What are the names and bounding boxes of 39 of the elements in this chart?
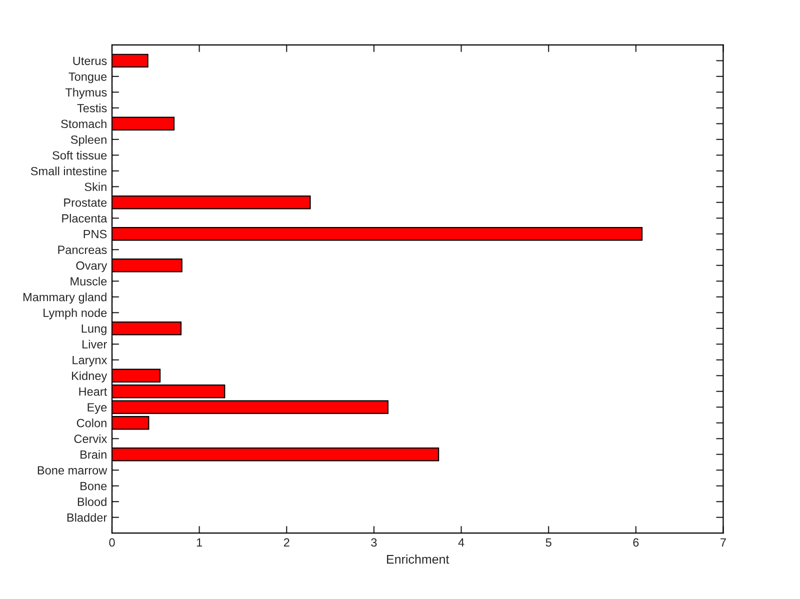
x-tick-label: 4 <box>458 538 464 547</box>
y-tick-label: Blood <box>78 497 106 506</box>
y-tick-label: Uterus <box>73 56 107 66</box>
y-tick-label: Heart <box>79 388 108 396</box>
y-tick-label: Colon <box>76 418 106 428</box>
x-axis-title: Enrichment <box>387 554 450 564</box>
y-tick-label: Stomach <box>61 119 106 128</box>
x-tick-label: 3 <box>371 538 377 547</box>
x-tick-label: 2 <box>284 538 290 547</box>
y-tick-label: Liver <box>82 340 107 349</box>
y-tick-label: Tongue <box>68 72 107 84</box>
x-tick-label: 6 <box>633 538 639 547</box>
x-tick-label: 0 <box>109 538 115 547</box>
y-tick-label: Brain <box>80 450 106 459</box>
y-tick-label: Spleen <box>70 135 106 146</box>
y-tick-label: Placenta <box>62 214 108 223</box>
y-tick-label: Cervix <box>74 434 108 444</box>
y-tick-label: Small intestine <box>30 166 107 176</box>
y-tick-label: Muscle <box>70 276 107 286</box>
y-tick-label: Prostate <box>64 198 107 207</box>
y-tick-label: Ovary <box>76 261 108 272</box>
y-tick-label: Kidney <box>72 371 108 382</box>
y-tick-label: Larynx <box>72 356 108 367</box>
y-tick-label: Eye <box>88 403 107 414</box>
y-tick-label: Pancreas <box>58 246 107 254</box>
y-tick-label: Lymph node <box>44 308 107 320</box>
x-tick-label: 5 <box>546 538 552 547</box>
x-tick-label: 1 <box>196 538 202 547</box>
y-tick-label: Bone <box>80 482 107 490</box>
y-tick-label: Skin <box>84 182 106 192</box>
y-tick-label: Bone marrow <box>38 466 108 475</box>
y-tick-label: Testis <box>77 104 107 112</box>
x-tick-label: 7 <box>720 538 726 547</box>
y-tick-label: PNS <box>84 230 107 238</box>
y-tick-label: Lung <box>82 324 106 336</box>
y-tick-label: Soft tissue <box>52 150 107 160</box>
y-tick-label: Mammary gland <box>23 292 106 304</box>
y-tick-label: Bladder <box>67 513 107 522</box>
y-tick-label: Thymus <box>65 88 107 99</box>
